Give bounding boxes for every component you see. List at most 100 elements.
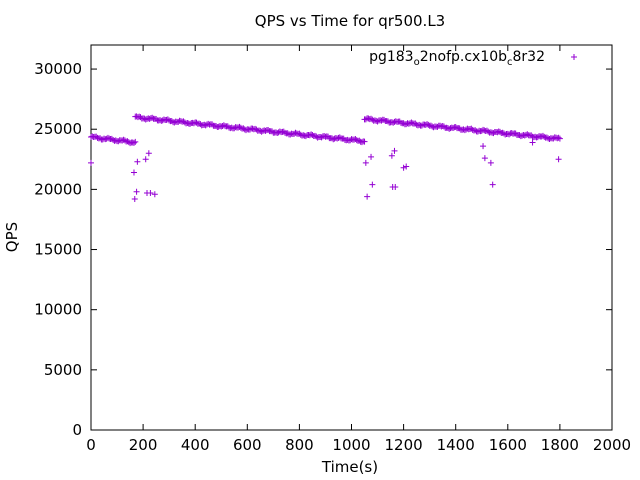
legend-name-part: c (507, 57, 513, 68)
legend-name-part: pg183 (369, 49, 414, 65)
data-point (190, 120, 197, 127)
data-point (381, 116, 388, 123)
y-tick-label: 25000 (34, 120, 82, 138)
x-axis-label: Time(s) (321, 458, 378, 476)
x-tick-label: 1000 (332, 436, 370, 454)
data-point (358, 139, 365, 146)
data-point (392, 183, 399, 190)
data-point (325, 133, 332, 140)
tick-marks (90, 45, 613, 431)
data-point (335, 134, 342, 141)
legend-label: pg183o2nofp.cx10bc8r32 (369, 49, 545, 68)
data-point (137, 114, 144, 121)
data-point (231, 125, 238, 132)
data-point (309, 131, 316, 138)
data-point (384, 118, 391, 125)
tick-labels: 0 200 400 600 800 1000 1200 1400 1600 1800 2000050… (34, 60, 631, 454)
data-point (506, 131, 513, 138)
data-point (418, 122, 425, 129)
data-point (151, 191, 158, 198)
y-tick-label: 20000 (34, 180, 82, 198)
x-tick-label: 1600 (489, 436, 527, 454)
data-point (474, 128, 481, 135)
data-point (142, 116, 149, 123)
x-tick-label: 400 (181, 436, 210, 454)
y-tick-label: 5000 (44, 361, 82, 379)
chart-title: QPS vs Time for qr500.L3 (255, 12, 445, 30)
data-point (185, 120, 192, 127)
data-point (130, 169, 137, 176)
data-point (408, 119, 415, 126)
data-point (543, 134, 550, 141)
y-tick-label: 30000 (34, 60, 82, 78)
data-point (374, 118, 381, 125)
x-tick-label: 1400 (437, 436, 475, 454)
data-point (318, 134, 325, 141)
data-point (496, 128, 503, 135)
data-point (489, 181, 496, 188)
legend-name-part: 8r32 (513, 49, 545, 65)
data-point (369, 116, 376, 123)
data-point (258, 128, 265, 135)
data-point (512, 130, 519, 137)
data-points (88, 113, 563, 202)
data-point (555, 134, 562, 141)
data-point (168, 118, 175, 125)
data-point (546, 136, 553, 143)
data-point (403, 163, 410, 170)
x-tick-label: 2000 (593, 436, 631, 454)
data-point (153, 115, 160, 122)
data-point (145, 150, 152, 157)
data-point (104, 134, 111, 141)
axes (90, 44, 613, 431)
data-point (390, 119, 397, 126)
data-point (485, 128, 492, 135)
data-point (481, 155, 488, 162)
data-point (446, 125, 453, 132)
y-tick-label: 0 (72, 421, 82, 439)
data-point (534, 134, 541, 141)
data-point (480, 126, 487, 133)
data-point (524, 131, 531, 138)
data-point (541, 133, 548, 140)
y-tick-label: 10000 (34, 301, 82, 319)
data-point (330, 136, 337, 143)
data-point (202, 122, 209, 129)
legend-name-part: 2nofp.cx10b (420, 49, 507, 65)
legend: pg183o2nofp.cx10bc8r32 (369, 49, 577, 68)
data-point (556, 135, 563, 142)
data-point (142, 156, 149, 163)
data-point (302, 133, 309, 140)
data-point (369, 181, 376, 188)
data-point (130, 139, 137, 146)
data-point (147, 189, 154, 196)
legend-name-part: o (414, 57, 420, 68)
data-point (274, 129, 281, 136)
data-point (388, 152, 395, 159)
data-point (253, 126, 260, 133)
y-axis-label: QPS (3, 222, 21, 252)
data-point (391, 147, 398, 154)
data-point (452, 124, 459, 131)
data-point (529, 139, 536, 146)
data-point (134, 158, 141, 165)
data-point (480, 143, 487, 150)
x-tick-label: 0 (86, 436, 96, 454)
data-point (368, 153, 375, 160)
data-point (171, 119, 178, 126)
data-point (237, 124, 244, 131)
data-point (353, 137, 360, 144)
data-point (197, 121, 204, 128)
data-point (181, 119, 188, 126)
data-point (461, 127, 468, 134)
data-point (364, 193, 371, 200)
data-point (131, 196, 138, 202)
legend-marker (571, 54, 577, 60)
data-point (456, 125, 463, 132)
data-point (347, 137, 354, 144)
data-point (308, 131, 315, 138)
x-tick-label: 1800 (541, 436, 579, 454)
data-point (440, 123, 447, 130)
data-point (121, 137, 128, 144)
